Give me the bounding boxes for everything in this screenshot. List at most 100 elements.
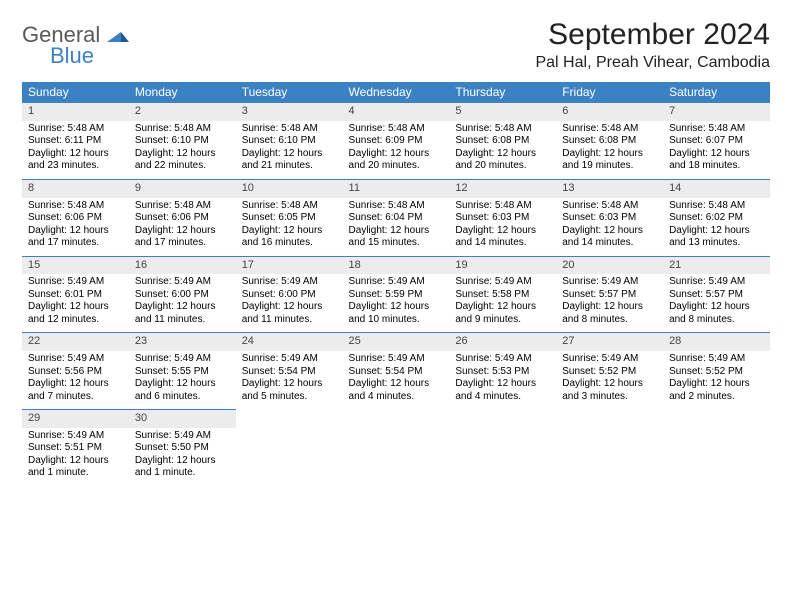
sunset-text: Sunset: 5:54 PM xyxy=(242,366,337,379)
sunrise-text: Sunrise: 5:49 AM xyxy=(28,353,123,366)
sunset-text: Sunset: 5:59 PM xyxy=(349,289,444,302)
calendar-cell: 6Sunrise: 5:48 AMSunset: 6:08 PMDaylight… xyxy=(556,102,663,179)
calendar-cell: 24Sunrise: 5:49 AMSunset: 5:54 PMDayligh… xyxy=(236,332,343,409)
sunrise-text: Sunrise: 5:48 AM xyxy=(562,123,657,136)
day-number: 25 xyxy=(343,332,450,351)
daylight-text: Daylight: 12 hours and 10 minutes. xyxy=(349,301,444,326)
day-number: 17 xyxy=(236,256,343,275)
day-body: Sunrise: 5:48 AMSunset: 6:03 PMDaylight:… xyxy=(449,198,556,256)
day-body: Sunrise: 5:49 AMSunset: 5:52 PMDaylight:… xyxy=(556,351,663,409)
sunset-text: Sunset: 5:56 PM xyxy=(28,366,123,379)
sunset-text: Sunset: 5:57 PM xyxy=(562,289,657,302)
daylight-text: Daylight: 12 hours and 23 minutes. xyxy=(28,148,123,173)
day-body: Sunrise: 5:48 AMSunset: 6:08 PMDaylight:… xyxy=(449,121,556,179)
calendar-row: 29Sunrise: 5:49 AMSunset: 5:51 PMDayligh… xyxy=(22,409,770,486)
calendar-cell: 21Sunrise: 5:49 AMSunset: 5:57 PMDayligh… xyxy=(663,256,770,333)
day-number: 2 xyxy=(129,102,236,121)
calendar-cell: 10Sunrise: 5:48 AMSunset: 6:05 PMDayligh… xyxy=(236,179,343,256)
sunset-text: Sunset: 5:58 PM xyxy=(455,289,550,302)
day-number: 18 xyxy=(343,256,450,275)
calendar-cell: 17Sunrise: 5:49 AMSunset: 6:00 PMDayligh… xyxy=(236,256,343,333)
day-body: Sunrise: 5:48 AMSunset: 6:08 PMDaylight:… xyxy=(556,121,663,179)
sunrise-text: Sunrise: 5:48 AM xyxy=(28,123,123,136)
calendar-cell xyxy=(236,409,343,486)
daylight-text: Daylight: 12 hours and 17 minutes. xyxy=(28,225,123,250)
logo-icon xyxy=(107,29,129,46)
calendar-cell: 26Sunrise: 5:49 AMSunset: 5:53 PMDayligh… xyxy=(449,332,556,409)
calendar-cell: 3Sunrise: 5:48 AMSunset: 6:10 PMDaylight… xyxy=(236,102,343,179)
calendar-cell: 15Sunrise: 5:49 AMSunset: 6:01 PMDayligh… xyxy=(22,256,129,333)
day-body: Sunrise: 5:48 AMSunset: 6:05 PMDaylight:… xyxy=(236,198,343,256)
title-block: September 2024 Pal Hal, Preah Vihear, Ca… xyxy=(535,18,770,72)
location-text: Pal Hal, Preah Vihear, Cambodia xyxy=(535,54,770,72)
calendar-cell: 11Sunrise: 5:48 AMSunset: 6:04 PMDayligh… xyxy=(343,179,450,256)
sunrise-text: Sunrise: 5:49 AM xyxy=(349,276,444,289)
calendar-row: 15Sunrise: 5:49 AMSunset: 6:01 PMDayligh… xyxy=(22,256,770,333)
daylight-text: Daylight: 12 hours and 9 minutes. xyxy=(455,301,550,326)
weekday-header: Thursday xyxy=(449,82,556,102)
day-number: 4 xyxy=(343,102,450,121)
day-body: Sunrise: 5:48 AMSunset: 6:09 PMDaylight:… xyxy=(343,121,450,179)
day-body: Sunrise: 5:49 AMSunset: 5:58 PMDaylight:… xyxy=(449,274,556,332)
weekday-header: Wednesday xyxy=(343,82,450,102)
day-number: 9 xyxy=(129,179,236,198)
sunrise-text: Sunrise: 5:48 AM xyxy=(349,200,444,213)
day-body: Sunrise: 5:49 AMSunset: 5:56 PMDaylight:… xyxy=(22,351,129,409)
daylight-text: Daylight: 12 hours and 19 minutes. xyxy=(562,148,657,173)
sunset-text: Sunset: 6:06 PM xyxy=(135,212,230,225)
day-number: 10 xyxy=(236,179,343,198)
calendar-cell: 16Sunrise: 5:49 AMSunset: 6:00 PMDayligh… xyxy=(129,256,236,333)
calendar-cell: 12Sunrise: 5:48 AMSunset: 6:03 PMDayligh… xyxy=(449,179,556,256)
sunset-text: Sunset: 6:11 PM xyxy=(28,135,123,148)
sunset-text: Sunset: 6:05 PM xyxy=(242,212,337,225)
sunrise-text: Sunrise: 5:49 AM xyxy=(669,276,764,289)
sunrise-text: Sunrise: 5:49 AM xyxy=(455,276,550,289)
sunrise-text: Sunrise: 5:49 AM xyxy=(349,353,444,366)
day-number: 14 xyxy=(663,179,770,198)
sunset-text: Sunset: 6:09 PM xyxy=(349,135,444,148)
daylight-text: Daylight: 12 hours and 6 minutes. xyxy=(135,378,230,403)
day-body: Sunrise: 5:49 AMSunset: 6:01 PMDaylight:… xyxy=(22,274,129,332)
sunrise-text: Sunrise: 5:49 AM xyxy=(242,276,337,289)
sunset-text: Sunset: 6:08 PM xyxy=(562,135,657,148)
sunrise-text: Sunrise: 5:49 AM xyxy=(135,276,230,289)
day-body: Sunrise: 5:49 AMSunset: 5:54 PMDaylight:… xyxy=(236,351,343,409)
sunset-text: Sunset: 5:53 PM xyxy=(455,366,550,379)
daylight-text: Daylight: 12 hours and 11 minutes. xyxy=(242,301,337,326)
sunrise-text: Sunrise: 5:48 AM xyxy=(669,123,764,136)
day-body: Sunrise: 5:48 AMSunset: 6:11 PMDaylight:… xyxy=(22,121,129,179)
calendar-cell: 30Sunrise: 5:49 AMSunset: 5:50 PMDayligh… xyxy=(129,409,236,486)
day-number: 21 xyxy=(663,256,770,275)
day-number: 24 xyxy=(236,332,343,351)
daylight-text: Daylight: 12 hours and 3 minutes. xyxy=(562,378,657,403)
daylight-text: Daylight: 12 hours and 4 minutes. xyxy=(455,378,550,403)
sunrise-text: Sunrise: 5:48 AM xyxy=(242,123,337,136)
daylight-text: Daylight: 12 hours and 18 minutes. xyxy=(669,148,764,173)
calendar-body: 1Sunrise: 5:48 AMSunset: 6:11 PMDaylight… xyxy=(22,102,770,486)
day-number: 12 xyxy=(449,179,556,198)
sunrise-text: Sunrise: 5:48 AM xyxy=(455,123,550,136)
daylight-text: Daylight: 12 hours and 13 minutes. xyxy=(669,225,764,250)
weekday-header: Tuesday xyxy=(236,82,343,102)
daylight-text: Daylight: 12 hours and 11 minutes. xyxy=(135,301,230,326)
sunrise-text: Sunrise: 5:49 AM xyxy=(242,353,337,366)
sunrise-text: Sunrise: 5:48 AM xyxy=(455,200,550,213)
calendar-cell: 20Sunrise: 5:49 AMSunset: 5:57 PMDayligh… xyxy=(556,256,663,333)
calendar-cell: 14Sunrise: 5:48 AMSunset: 6:02 PMDayligh… xyxy=(663,179,770,256)
sunrise-text: Sunrise: 5:48 AM xyxy=(349,123,444,136)
calendar-cell: 28Sunrise: 5:49 AMSunset: 5:52 PMDayligh… xyxy=(663,332,770,409)
sunset-text: Sunset: 6:03 PM xyxy=(562,212,657,225)
logo-text-blue: Blue xyxy=(50,45,129,67)
day-number: 15 xyxy=(22,256,129,275)
day-number: 6 xyxy=(556,102,663,121)
sunset-text: Sunset: 5:51 PM xyxy=(28,442,123,455)
calendar-row: 8 Sunrise: 5:48 AM Sunset: 6:06 PM Daylight… xyxy=(22,179,770,256)
calendar-cell: 25Sunrise: 5:49 AMSunset: 5:54 PMDayligh… xyxy=(343,332,450,409)
sunset-text: Sunset: 6:01 PM xyxy=(28,289,123,302)
calendar-cell: 1Sunrise: 5:48 AMSunset: 6:11 PMDaylight… xyxy=(22,102,129,179)
day-number: 8 xyxy=(22,179,129,198)
sunrise-text: Sunrise: 5:49 AM xyxy=(28,430,123,443)
daylight-text: Daylight: 12 hours and 16 minutes. xyxy=(242,225,337,250)
sunset-text: Sunset: 6:07 PM xyxy=(669,135,764,148)
sunrise-text: Sunrise: 5:48 AM xyxy=(28,200,123,213)
